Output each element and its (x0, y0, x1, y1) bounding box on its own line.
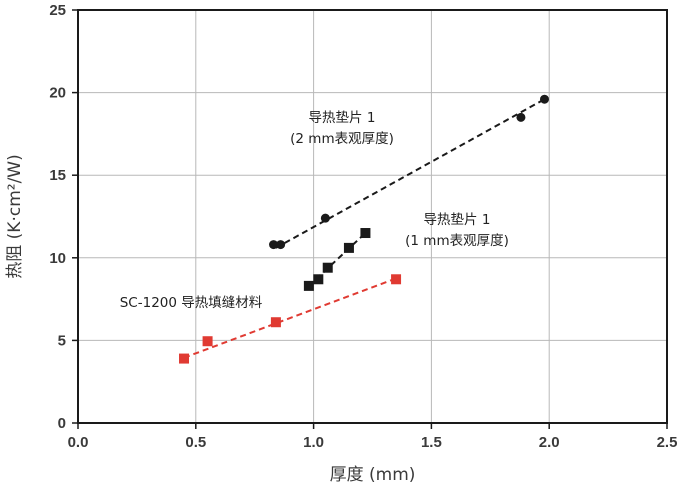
trendline-series-2 (183, 277, 397, 359)
series-label-pad-2mm-line1: 导热垫片 1 (309, 110, 376, 126)
series-label-pad-1mm-line1: 导热垫片 1 (424, 212, 491, 228)
data-point-series-0 (516, 112, 526, 122)
data-point-series-2 (391, 274, 402, 285)
data-point-series-0 (276, 240, 286, 250)
data-point-series-2 (179, 353, 190, 364)
plot-frame (77, 9, 668, 424)
data-point-series-2 (270, 317, 281, 328)
y-tick-label: 10 (49, 250, 66, 267)
data-point-series-1 (322, 262, 333, 273)
y-axis-title: 热阻 (K·cm²/W) (5, 154, 25, 278)
tick-labels: 0.0 0.5 1.0 1.5 2.0 2.5 0 5 10 15 20 25 (49, 2, 677, 451)
x-tick-label: 2.5 (657, 434, 678, 451)
data-point-series-0 (539, 94, 549, 104)
data-point-series-1 (360, 228, 371, 239)
x-axis-title: 厚度 (mm) (330, 465, 416, 485)
series-label-sc1200: SC-1200 导热填缝材料 (120, 295, 263, 311)
x-tick-label: 1.0 (303, 434, 324, 451)
x-tick-label: 1.5 (421, 434, 442, 451)
data-point-series-1 (343, 242, 354, 253)
data-points (179, 94, 549, 364)
y-tick-label: 5 (58, 332, 66, 349)
data-point-series-1 (303, 280, 314, 291)
y-tick-label: 15 (49, 167, 66, 184)
series-label-pad-2mm-line2: (2 mm表观厚度) (290, 131, 394, 147)
y-tick-label: 25 (49, 2, 66, 19)
data-point-series-0 (320, 213, 330, 223)
series-label-pad-1mm-line2: (1 mm表观厚度) (405, 233, 509, 249)
data-point-series-2 (202, 336, 213, 347)
data-point-series-1 (313, 274, 324, 285)
y-tick-label: 20 (49, 85, 66, 102)
x-tick-label: 0.0 (68, 434, 89, 451)
x-tick-label: 0.5 (185, 434, 206, 451)
y-tick-label: 0 (58, 415, 66, 432)
x-tick-label: 2.0 (539, 434, 560, 451)
trendline-series-0 (275, 98, 545, 249)
data-point-series-0 (269, 240, 279, 250)
grid (78, 10, 667, 423)
